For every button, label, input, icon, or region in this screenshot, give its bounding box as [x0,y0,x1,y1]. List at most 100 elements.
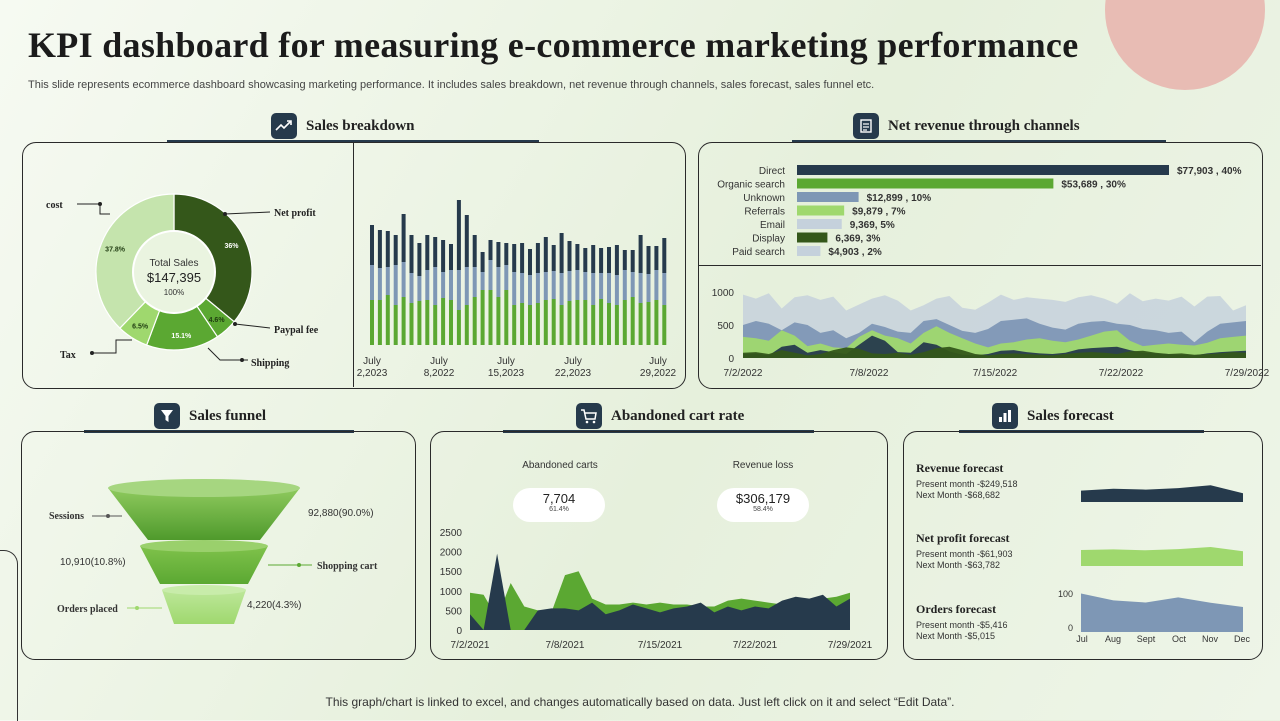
channel-value-label: $9,879 , 7% [852,207,905,218]
net-profit-forecast-present: Present month -$61,903 [916,549,1013,559]
sales-donut-chart: 36% 4.6% 15.1% 6.5% 37.8% Total Sales $147,3… [46,193,319,369]
stacked-bar-x-ticks: July2,2023July8,2022July15,2023July22,20… [357,356,677,379]
revenue-x-tick: 7/29/2022 [1225,368,1270,379]
forecast-x-tick: Nov [1202,634,1219,644]
stacked-bar-segment [480,290,485,345]
abandoned-cart-chart: 0 500 1000 1500 2000 2500 7/2/2021 7/8/2021 7/15… [440,528,873,651]
stacked-bar-segment [370,300,374,345]
stacked-bar-segment [417,276,422,301]
channel-label: Unknown [743,193,785,204]
stacked-bar-segment [543,300,548,345]
stacked-bar-segment [409,273,414,303]
callout-dot-tax [90,351,94,355]
stacked-bar-segment [377,230,382,268]
stacked-bar-segment [535,273,540,303]
stacked-bar-segment [377,268,382,300]
funnel-value-cart: 10,910(10.8%) [60,557,126,568]
channel-bar [797,192,859,202]
donut-slice-label: 4.6% [209,317,226,324]
stacked-bar-segment [385,295,390,345]
stacked-bar-segment [614,275,619,305]
stacked-bar-segment [528,305,532,345]
stacked-bar-segment [409,303,414,345]
donut-slice-label: 37.8% [105,246,126,253]
cart-x-tick: 7/8/2021 [546,640,585,651]
decorative-circle [1105,0,1265,90]
donut-center-value: $147,395 [147,270,201,285]
net-revenue-divider [699,265,1261,266]
revenue-forecast-present: Present month -$249,518 [916,479,1018,489]
stacked-bar-segment [456,270,461,310]
forecast-areas [1081,485,1243,632]
stacked-bar-segment [622,300,627,345]
donut-slice-labels: 36% 4.6% 15.1% 6.5% 37.8% [105,243,239,340]
abandoned-carts-percent: 61.4% [549,506,569,513]
callout-dot-net-profit [223,212,227,216]
revenue-x-tick: 7/15/2022 [973,368,1018,379]
stacked-bar-segment [401,262,406,297]
stacked-bar-segment [512,244,517,272]
funnel-dot-cart [297,563,301,567]
stacked-bar-segment [583,248,588,272]
sales-breakdown-title: Sales breakdown [306,117,415,134]
stacked-bar-segment [480,272,485,290]
stacked-bar-tick-month: July [497,356,515,367]
callout-label-net-profit: Net profit [274,208,316,219]
channel-label: Email [760,220,785,231]
forecast-x-tick: Sept [1137,634,1156,644]
callout-dot-shipping [240,358,244,362]
stacked-bar-segment [528,249,532,275]
stacked-bar-segment [464,215,469,267]
stacked-bar-segment [441,272,446,298]
donut-slice-label: 36% [224,243,239,250]
stacked-bar-segment [496,297,501,345]
revenue-y-tick: 1000 [712,288,735,299]
stacked-bar-segment [370,225,374,265]
callout-label-shipping: Shipping [251,358,289,369]
sales-forecast-heading: Sales forecast [992,403,1114,429]
bar-chart-icon [992,403,1018,429]
revenue-forecast-next: Next Month -$68,682 [916,490,1001,500]
stacked-bar-segment [456,310,461,345]
stacked-bar-segment [622,270,627,300]
callout-dot-paypal [233,322,237,326]
stacked-bar-segment [599,248,604,273]
channel-revenue-chart: Direct $77,903 , 40% Organic search $53,689… [717,165,1242,258]
stacked-bar-segment [575,270,580,300]
forecast-x-tick: Aug [1105,634,1121,644]
callout-line-tax [92,339,132,354]
funnel-stage-orders [162,590,246,624]
callout-line-net-profit [224,211,271,215]
stacked-bar-segment [543,272,548,300]
page-subtitle: This slide represents ecommerce dashboar… [28,79,875,91]
stacked-bar-segment [433,237,438,267]
funnel-stage-sessions [108,488,300,540]
net-revenue-heading: Net revenue through channels [853,113,1080,139]
forecast-area-series [1081,593,1243,632]
stacked-bar-tick-day: 15,2023 [488,368,525,379]
stacked-bar-segment [433,305,438,345]
revenue-loss-percent: 58.4% [753,506,773,513]
stacked-bar-segment [662,273,667,305]
stacked-bar-tick-month: July [649,356,667,367]
channel-bars: Direct $77,903 , 40% Organic search $53,689… [717,165,1242,258]
stacked-bar-segment [488,240,493,260]
stacked-bar-segment [551,271,556,299]
stacked-bar-segment [583,272,588,300]
stacked-bar-segment [425,300,430,345]
channel-bar [797,205,845,216]
forecast-area-series [1081,485,1243,502]
channel-bar [797,246,821,256]
revenue-loss-kpi: $306,179 58.4% [717,488,809,522]
stacked-bar-segment [559,233,564,273]
callout-label-paypal: Paypal fee [274,325,319,336]
stacked-bar-segment [464,267,469,305]
stacked-bar-segment [654,300,659,345]
stacked-bar-segment [638,303,643,345]
stacked-bar-segment [449,244,453,270]
callout-line-cost [77,203,110,215]
decorative-side-line [0,550,18,721]
stacked-bar-segment [543,237,548,272]
stacked-bar-segment [599,273,604,299]
